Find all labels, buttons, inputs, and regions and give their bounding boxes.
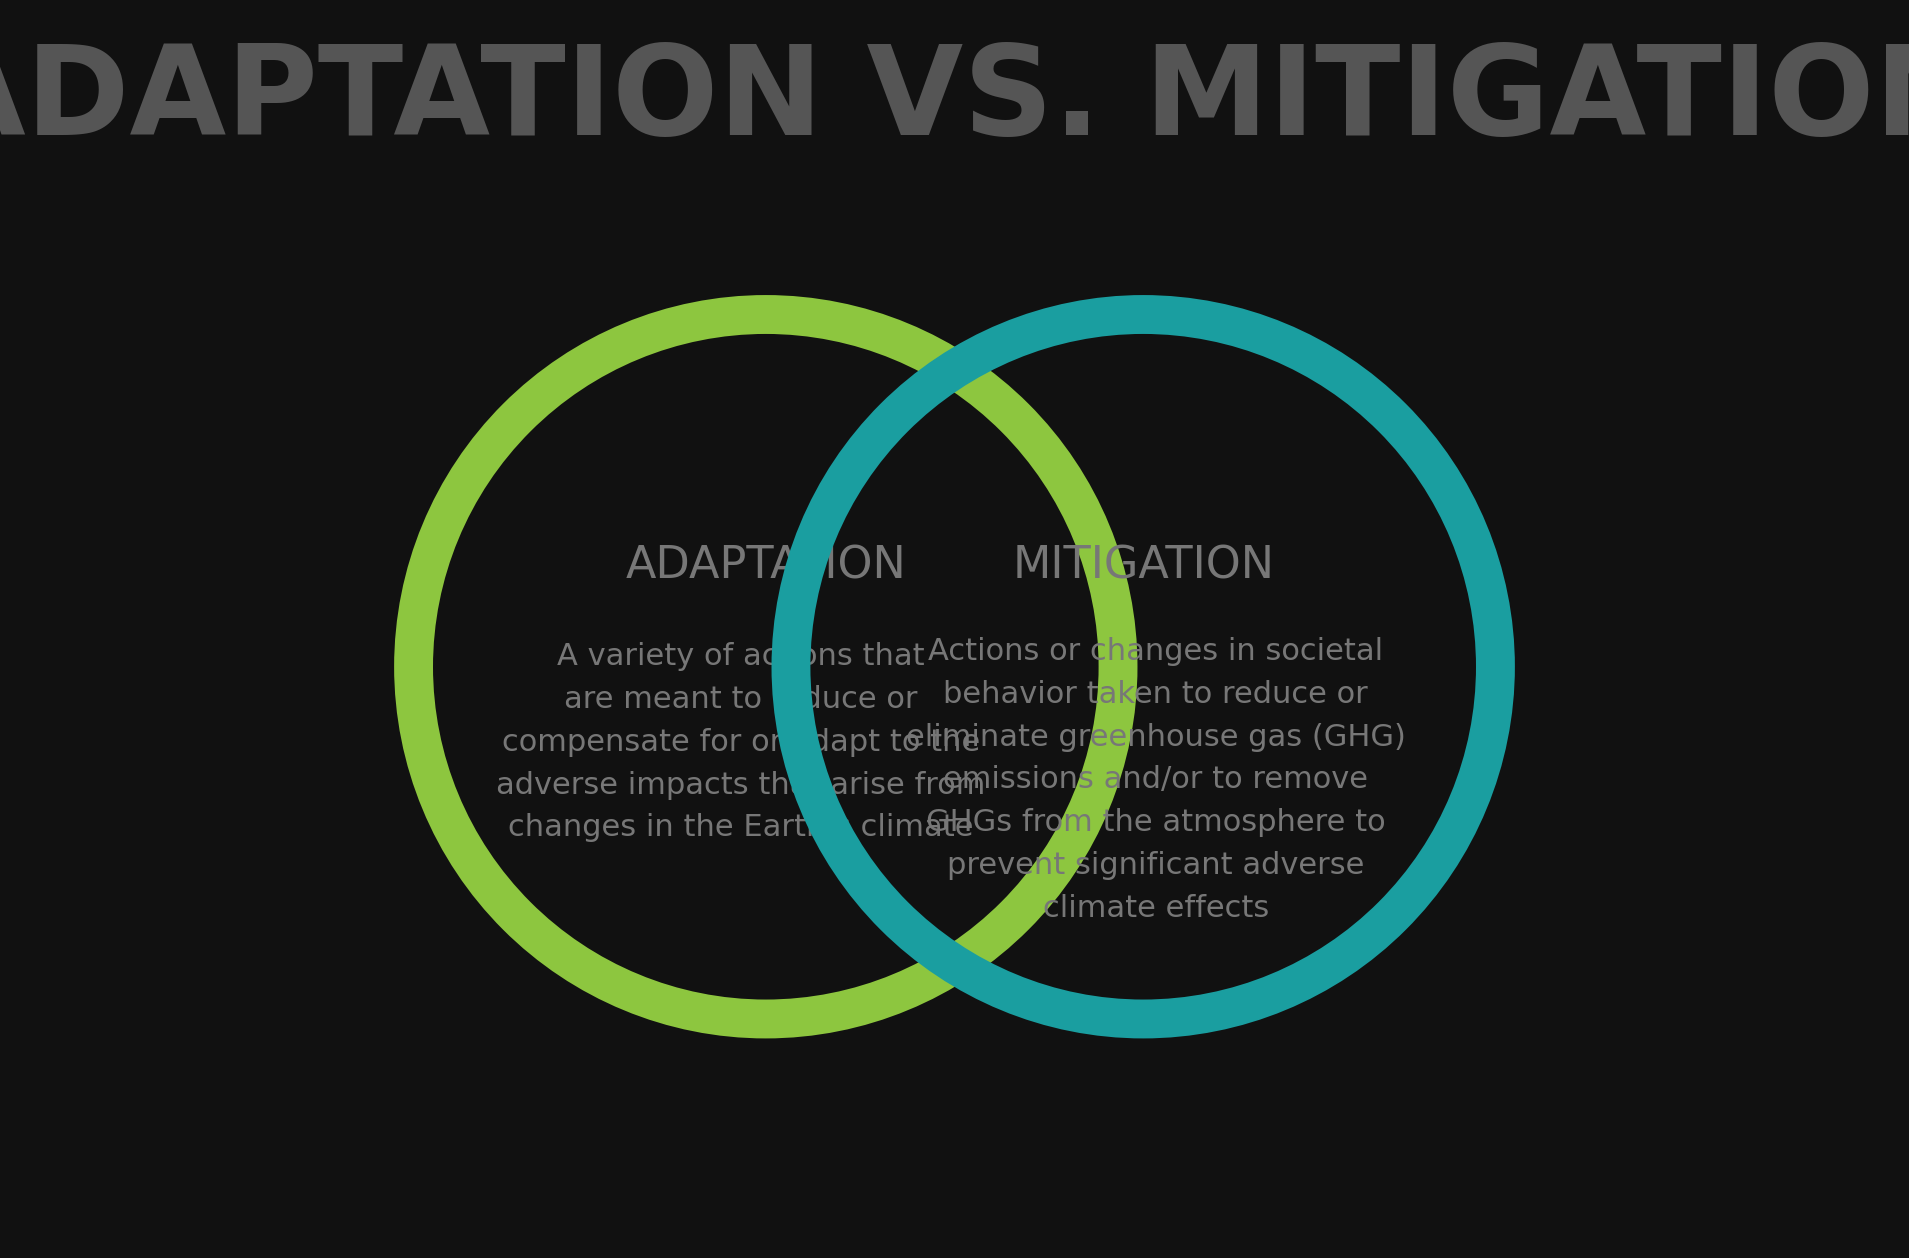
Text: ADAPTATION: ADAPTATION [626,545,907,587]
Text: ADAPTATION VS. MITIGATION: ADAPTATION VS. MITIGATION [0,40,1909,161]
Text: A variety of actions that
are meant to reduce or
compensate for or adapt to the
: A variety of actions that are meant to r… [496,642,985,843]
Text: Actions or changes in societal
behavior taken to reduce or
eliminate greenhouse : Actions or changes in societal behavior … [907,637,1405,923]
Text: MITIGATION: MITIGATION [1012,545,1273,587]
